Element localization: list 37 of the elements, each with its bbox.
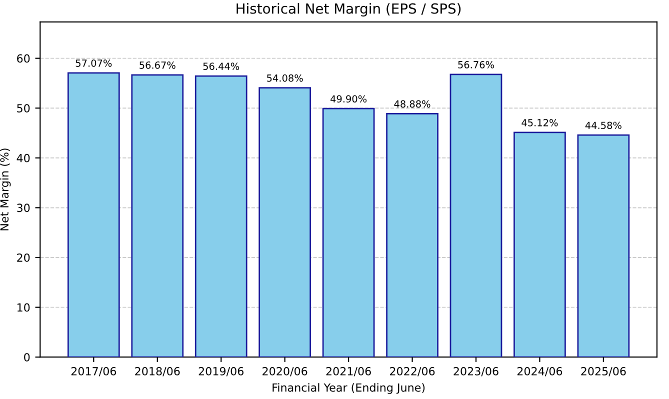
- bar: [194, 75, 248, 358]
- data-label: 57.07%: [76, 59, 112, 67]
- data-label: 56.67%: [140, 61, 176, 69]
- y-tick-label: 20: [17, 253, 30, 262]
- data-label: 45.12%: [522, 119, 558, 126]
- x-tick-label: 2023/06: [454, 367, 498, 376]
- bar: [258, 87, 312, 358]
- x-tick-label: 2021/06: [326, 367, 371, 376]
- x-tick-label: 2022/06: [390, 367, 435, 376]
- bar: [131, 74, 184, 358]
- x-tick-label: 2018/06: [135, 367, 180, 376]
- y-tick-label: 50: [17, 104, 30, 112]
- y-tick-label: 10: [18, 303, 30, 312]
- data-label: 56.76%: [458, 61, 494, 68]
- data-label: 48.88%: [394, 100, 430, 108]
- data-label: 54.08%: [267, 74, 303, 82]
- data-label: 56.44%: [203, 62, 240, 70]
- x-tick-label: 2017/06: [71, 367, 116, 376]
- bar: [450, 74, 502, 358]
- x-tick-label: 2020/06: [262, 367, 308, 376]
- bar: [577, 134, 630, 358]
- x-tick-label: 2019/06: [198, 367, 244, 376]
- data-label: 44.58%: [585, 122, 622, 130]
- bar: [67, 72, 120, 358]
- chart-title: Historical Net Margin (EPS / SPS): [236, 3, 461, 16]
- bar: [322, 108, 375, 358]
- y-tick-label: 40: [16, 154, 30, 162]
- x-tick-label: 2024/06: [517, 367, 562, 376]
- y-axis-title: Net Margin (%): [0, 148, 11, 230]
- bar: [514, 132, 566, 358]
- data-label: 49.90%: [330, 95, 367, 103]
- x-axis-title: Financial Year (Ending June): [272, 383, 425, 394]
- y-tick-label: 60: [17, 54, 30, 63]
- bar: [386, 112, 438, 358]
- y-tick-label: 30: [17, 204, 30, 212]
- y-tick-label: 0: [24, 353, 30, 362]
- x-tick-label: 2025/06: [581, 367, 626, 376]
